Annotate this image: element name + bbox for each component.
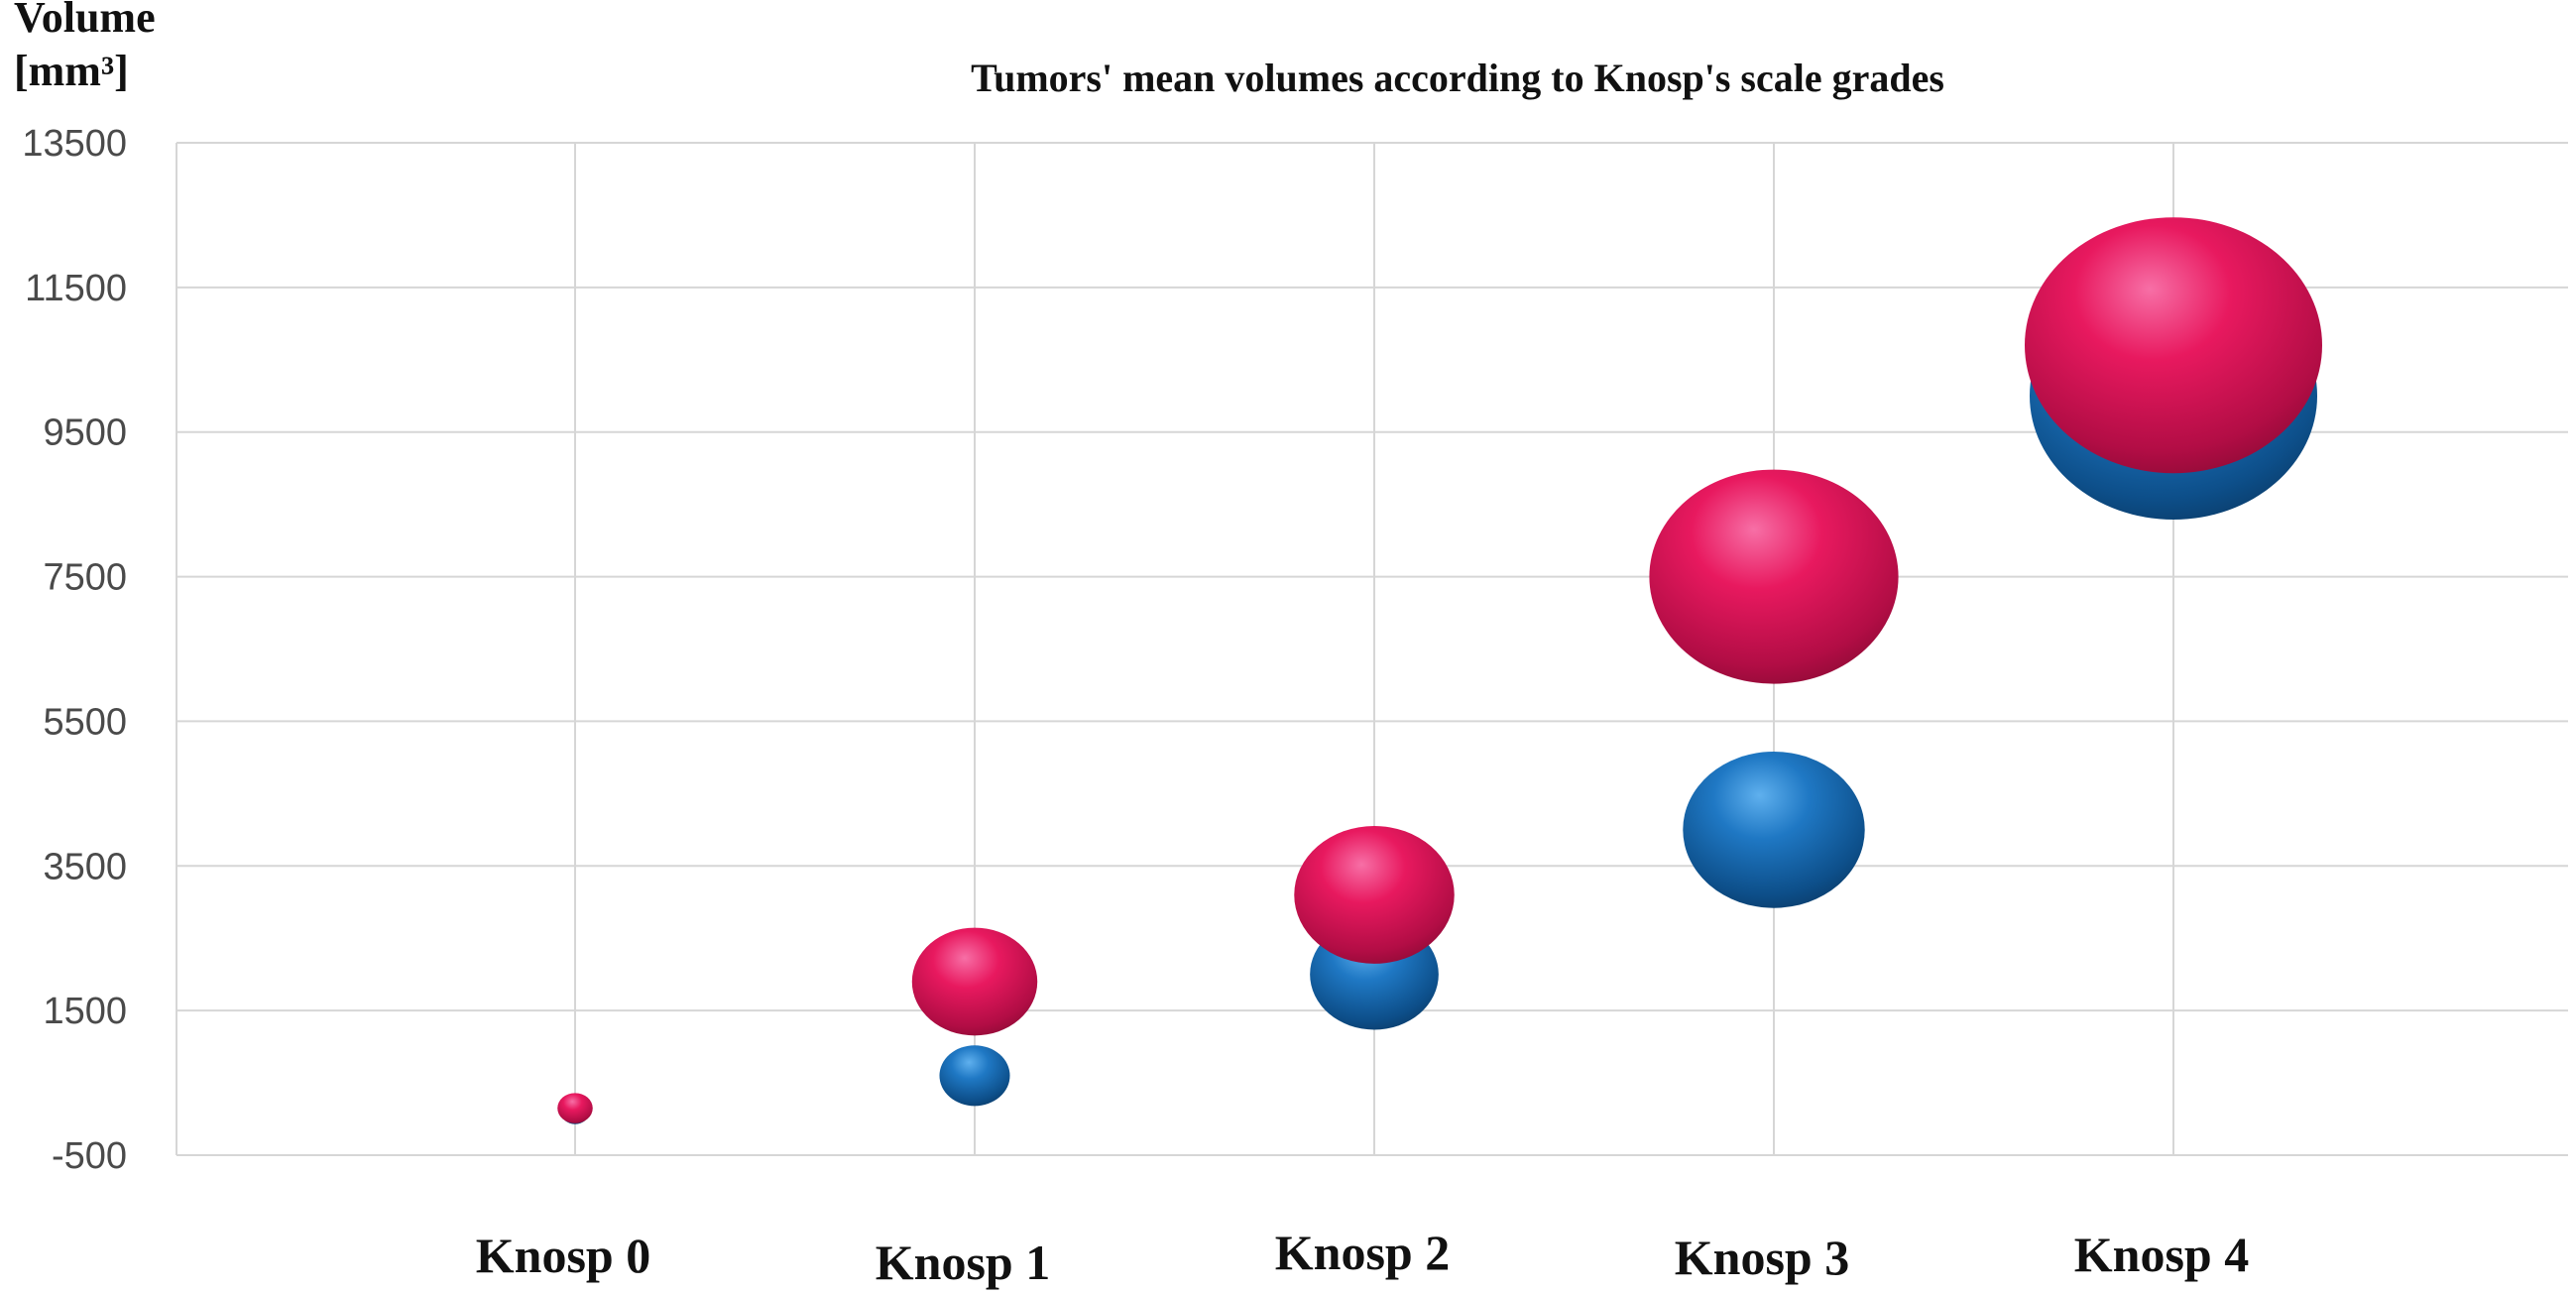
x-axis-category-labels: Knosp 0 Knosp 1 Knosp 2 Knosp 3 Knosp 4 [476,1225,2249,1290]
bubble-blue [939,1045,1010,1107]
y-axis-label-line1: Volume [14,0,156,42]
chart-title: Tumors' mean volumes according to Knosp'… [971,56,1944,100]
y-tick-label: 11500 [25,268,127,309]
y-tick-label: 7500 [43,557,127,599]
bubble-pink [2025,217,2322,474]
x-category-label: Knosp 4 [2074,1227,2249,1282]
x-category-label: Knosp 0 [476,1228,650,1283]
y-tick-label: 3500 [43,846,127,887]
x-category-label: Knosp 3 [1675,1230,1849,1285]
y-tick-label: 1500 [43,991,127,1032]
bubble-pink [911,927,1038,1036]
y-tick-label: 13500 [22,123,127,165]
bubbles [557,217,2322,1124]
bubble-pink [1649,469,1899,684]
bubble-pink [1294,826,1455,964]
y-axis-label-line2: [mm³] [14,47,129,95]
y-tick-label: 9500 [43,412,127,454]
bubble-blue [1683,751,1865,908]
x-category-label: Knosp 1 [876,1235,1050,1290]
x-category-label: Knosp 2 [1275,1225,1450,1280]
bubble-pink [557,1093,593,1123]
y-tick-label: 5500 [43,701,127,743]
y-axis-ticks: 13500 11500 9500 7500 5500 3500 1500 -500 [22,123,127,1177]
y-tick-label: -500 [52,1135,127,1177]
